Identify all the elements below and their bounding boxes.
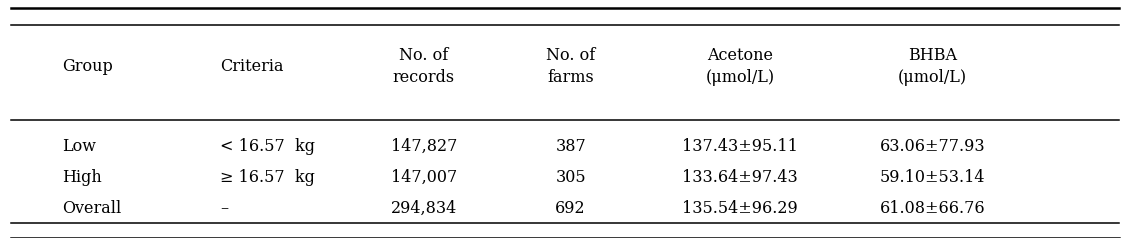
Text: 305: 305 xyxy=(555,169,586,186)
Text: 147,007: 147,007 xyxy=(391,169,457,186)
Text: 147,827: 147,827 xyxy=(391,138,457,155)
Text: 63.06±77.93: 63.06±77.93 xyxy=(879,138,985,155)
Text: 137.43±95.11: 137.43±95.11 xyxy=(683,138,798,155)
Text: Acetone
(μmol/L): Acetone (μmol/L) xyxy=(705,47,775,86)
Text: Group: Group xyxy=(62,58,113,75)
Text: BHBA
(μmol/L): BHBA (μmol/L) xyxy=(897,47,967,86)
Text: No. of
farms: No. of farms xyxy=(546,47,596,86)
Text: 692: 692 xyxy=(555,200,586,217)
Text: 387: 387 xyxy=(555,138,586,155)
Text: Overall: Overall xyxy=(62,200,121,217)
Text: 61.08±66.76: 61.08±66.76 xyxy=(879,200,985,217)
Text: High: High xyxy=(62,169,102,186)
Text: No. of
records: No. of records xyxy=(393,47,454,86)
Text: 59.10±53.14: 59.10±53.14 xyxy=(879,169,985,186)
Text: –: – xyxy=(220,200,228,217)
Text: < 16.57  kg: < 16.57 kg xyxy=(220,138,315,155)
Text: Criteria: Criteria xyxy=(220,58,284,75)
Text: ≥ 16.57  kg: ≥ 16.57 kg xyxy=(220,169,315,186)
Text: Low: Low xyxy=(62,138,96,155)
Text: 294,834: 294,834 xyxy=(391,200,457,217)
Text: 133.64±97.43: 133.64±97.43 xyxy=(683,169,798,186)
Text: 135.54±96.29: 135.54±96.29 xyxy=(683,200,798,217)
